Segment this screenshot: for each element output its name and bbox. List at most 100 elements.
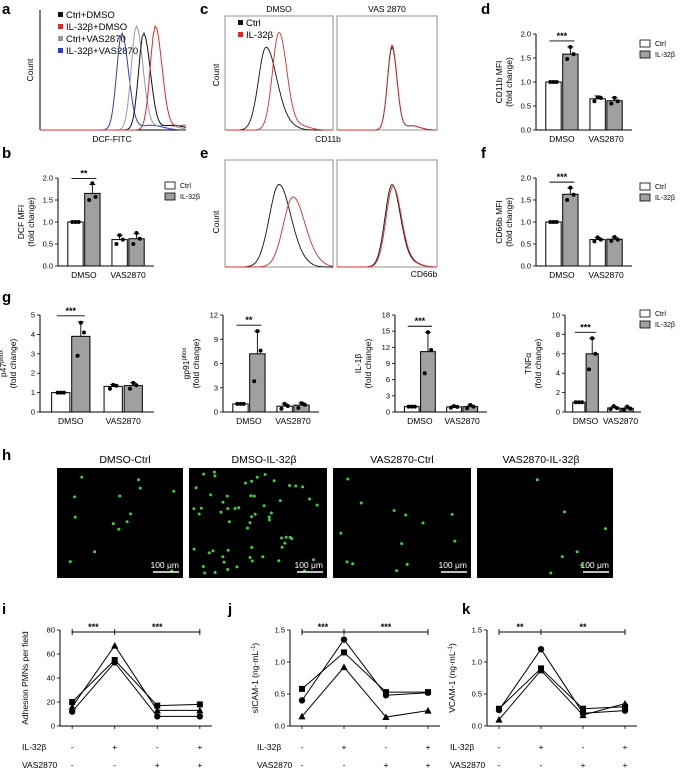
cell-dot <box>284 535 288 539</box>
data-point <box>471 404 476 409</box>
cell-dot <box>267 518 271 522</box>
y-label-unit: (fold change) <box>8 339 18 389</box>
y-tick-label: 0.0 <box>521 126 531 135</box>
marker-square <box>383 689 389 696</box>
data-point <box>406 404 411 409</box>
y-tick-label: 0.0 <box>521 262 531 271</box>
y-tick-label: 3 <box>31 349 35 358</box>
row-label-vas-k: VAS2870 <box>450 760 486 770</box>
cell-dot <box>117 527 121 531</box>
data-point <box>111 382 116 387</box>
cell-dot <box>172 489 176 493</box>
data-point <box>554 80 559 84</box>
y-label: gp91phox <box>181 348 191 380</box>
data-point <box>587 367 592 372</box>
cell-dot <box>249 494 253 498</box>
bar-chart-g2: 0 3 6 9 12 gp91phox (fold change) DMSO VAS2870 ** <box>181 311 319 426</box>
data-point <box>548 220 553 224</box>
cell-dot <box>308 497 312 501</box>
y-tick-label: 1.5 <box>521 54 531 63</box>
data-point <box>595 95 600 100</box>
data-point <box>615 237 620 242</box>
row-label-vas-j: VAS2870 <box>257 760 293 770</box>
legend-label-ctrl-vas: Ctrl+VAS2870 <box>66 34 126 45</box>
flow-a-ylabel: Count <box>25 58 35 81</box>
cell-dot <box>315 503 319 507</box>
cell-dot <box>346 477 350 481</box>
x-category-label: VAS2870 <box>445 416 481 426</box>
y-label-unit: (fold change) <box>191 339 201 389</box>
scale-bar-label: 100 μm <box>150 560 179 570</box>
series-line-triangle <box>301 666 429 718</box>
legend-swatch-il32-dmso <box>58 24 63 29</box>
cell-dot <box>227 520 231 524</box>
cell-dot <box>235 565 239 569</box>
bar-vas2870-il32 <box>128 238 145 267</box>
data-point <box>107 386 112 391</box>
y-tick-label: 0.5 <box>521 102 531 111</box>
cell-dot <box>267 515 271 519</box>
legend-swatch-il32 <box>639 320 651 329</box>
micro-title-dmso-il32: DMSO-IL-32β <box>232 454 297 466</box>
panel-label-b: b <box>2 145 11 162</box>
vas-sign: + <box>384 760 389 770</box>
legend-label-ctrl: Ctrl <box>655 184 666 191</box>
y-tick-label: 6 <box>556 349 560 358</box>
cell-dot <box>226 568 230 572</box>
bar-dmso-il32 <box>249 353 266 413</box>
x-category-label: DMSO <box>549 270 575 280</box>
significance-stars-left: *** <box>88 622 99 632</box>
y-label-main: sICAM-1 (ng·mL <box>250 651 260 714</box>
bar-dmso-il32 <box>84 192 101 267</box>
legend-label-ctrl: Ctrl <box>655 311 666 318</box>
cell-dot <box>226 548 230 552</box>
data-point <box>608 407 613 412</box>
data-point <box>565 198 570 202</box>
cell-dot <box>226 507 230 511</box>
cell-dot <box>535 478 539 482</box>
cell-dot <box>207 551 211 555</box>
cell-dot <box>250 545 254 549</box>
bar-vas2870-ctrl <box>103 385 123 413</box>
y-tick-label: 4 <box>556 369 560 378</box>
il32-sign: - <box>301 742 304 752</box>
flow-histogram-dcf: Count DCF-FITC Ctrl+DMSO IL-32β+DMSO Ctr… <box>25 10 187 144</box>
significance-stars-right: ** <box>579 622 587 632</box>
y-label-main: Adhesion PMNs per field <box>20 631 30 725</box>
legend-label-il32: IL-32β <box>246 30 274 41</box>
flow-e-ylabel: Count <box>211 210 221 233</box>
cell-dot <box>277 559 281 563</box>
panel-label-j: j <box>227 601 232 618</box>
data-point <box>285 403 290 408</box>
y-tick-label: 0.0 <box>472 722 482 731</box>
il32-sign: + <box>112 742 117 752</box>
vas-sign: + <box>581 760 586 770</box>
flow-e-xlabel: CD66b <box>411 269 438 279</box>
flow-e-peak-il32-vas <box>337 185 438 268</box>
flow-c-ylabel: Count <box>211 63 221 86</box>
cell-dot <box>392 508 396 512</box>
cell-dot <box>73 515 77 519</box>
cell-dot <box>137 478 141 482</box>
legend-label-il32-dmso: IL-32β+DMSO <box>66 22 127 33</box>
scale-bar-label: 100 μm <box>294 560 323 570</box>
data-point <box>593 351 598 356</box>
il32-sign: - <box>156 742 159 752</box>
data-point <box>548 80 553 84</box>
cell-dot <box>253 512 257 516</box>
x-category-label: DMSO <box>549 134 575 144</box>
flow-c-peak-ctrl-dmso <box>225 46 333 131</box>
marker-circle <box>495 706 503 714</box>
line-chart-i: 0 20 40 60 80 Adhesion PMNs per field *** *** - -… <box>20 622 212 770</box>
bar-vas2870-ctrl <box>589 239 606 267</box>
data-point <box>592 239 597 244</box>
y-tick-label: 12 <box>382 343 390 352</box>
marker-circle <box>537 646 545 653</box>
data-point <box>258 348 263 353</box>
cell-dot <box>339 531 343 535</box>
cell-dot <box>212 470 216 474</box>
data-point <box>452 404 457 409</box>
data-point <box>621 407 626 412</box>
row-label-il32-i: IL-32β <box>22 742 46 752</box>
data-point <box>134 383 139 388</box>
